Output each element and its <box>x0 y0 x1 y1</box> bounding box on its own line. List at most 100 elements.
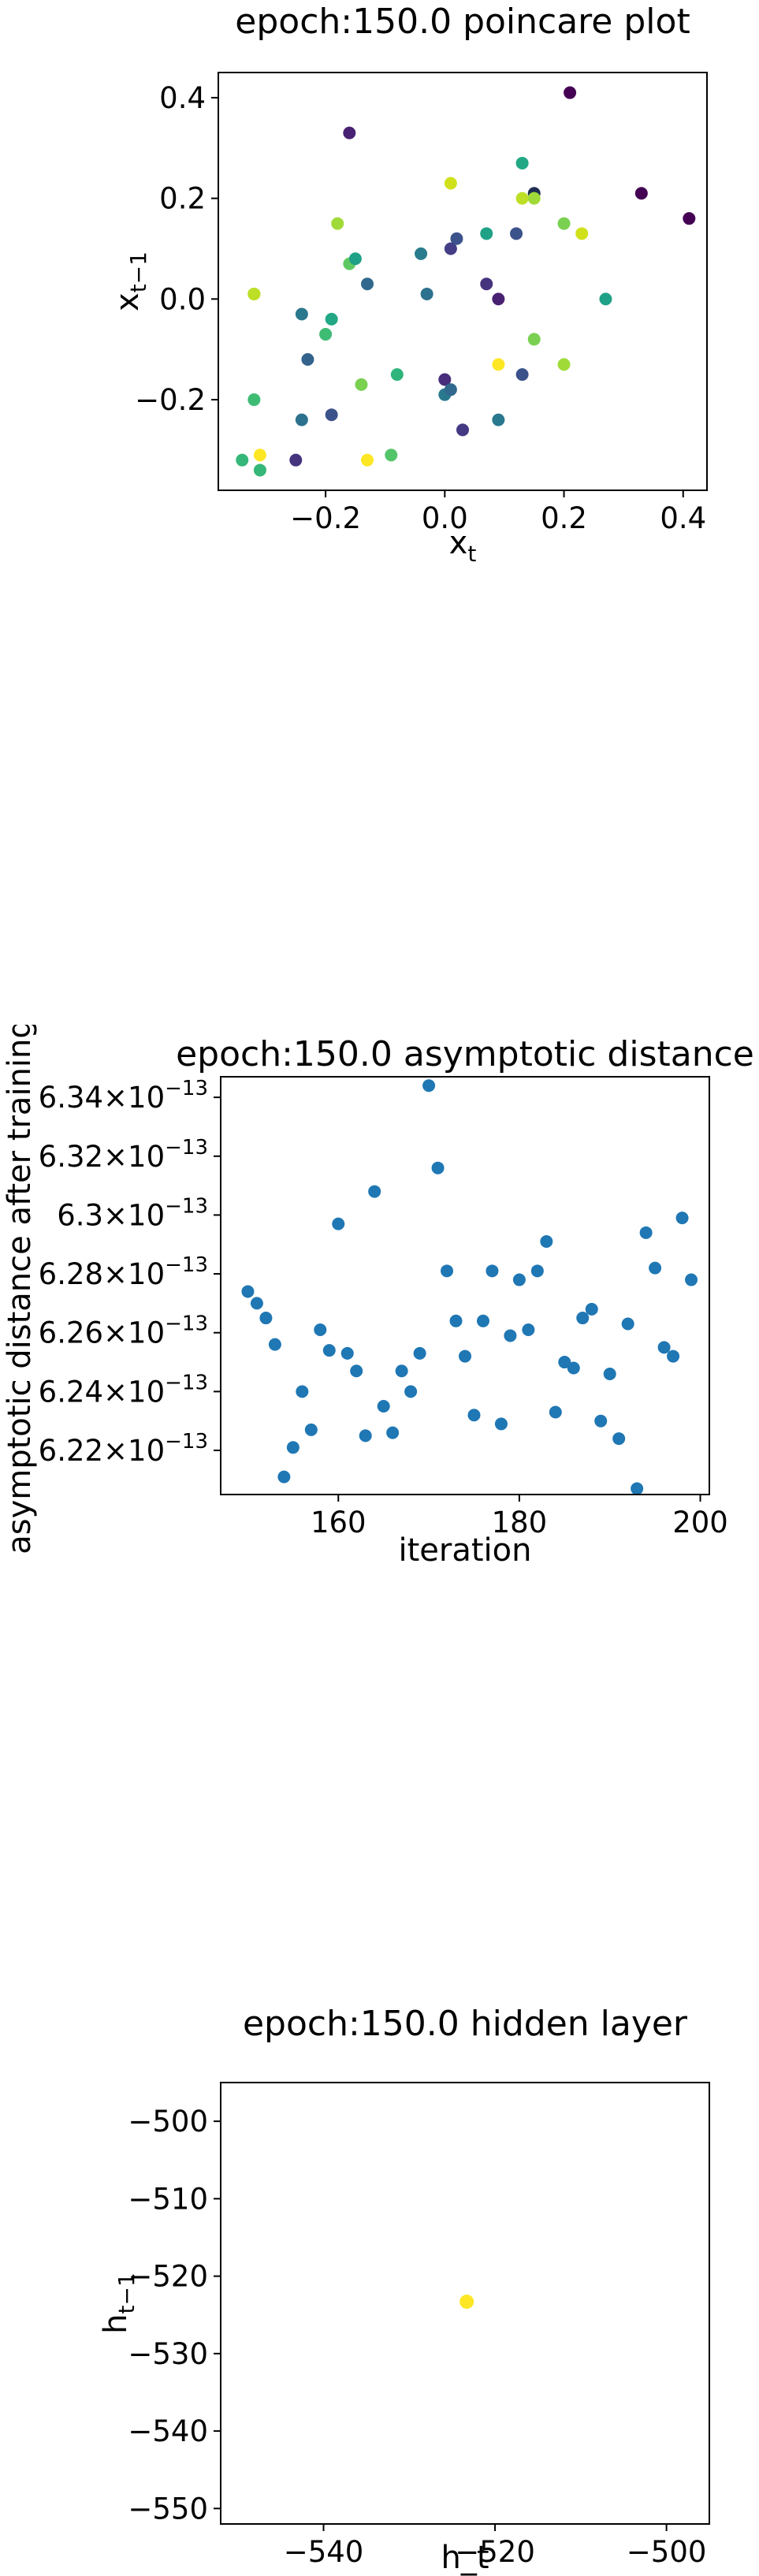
data-point <box>515 192 529 205</box>
data-point <box>431 1161 445 1174</box>
poincare-plot-chart: epoch:150.0 poincare plot −0.2 0.0 0.2 0.4 … <box>110 2 708 567</box>
data-point <box>331 217 344 230</box>
data-point <box>304 1423 318 1436</box>
data-points <box>241 1079 698 1495</box>
x-tick-label: −0.2 <box>290 501 361 535</box>
data-point <box>512 1273 526 1286</box>
plot-frame <box>220 2082 710 2525</box>
y-tick-label: 0.2 <box>159 182 206 216</box>
data-point <box>289 453 303 467</box>
chart-title: epoch:150.0 hidden layer <box>243 2004 688 2044</box>
x-tick-label: 0.4 <box>660 501 706 535</box>
data-point <box>486 1264 499 1278</box>
data-point <box>492 413 505 426</box>
data-point <box>685 1273 698 1286</box>
x-ticks: −540 −520 −500 <box>284 2524 706 2569</box>
data-point <box>459 1349 471 1363</box>
data-point <box>515 156 529 169</box>
y-tick-label: −540 <box>128 2414 208 2448</box>
data-point <box>480 227 493 240</box>
x-tick-label: 0.2 <box>541 501 587 535</box>
y-tick-label: 6.32×10−13 <box>39 1136 208 1174</box>
data-point <box>612 1432 626 1446</box>
data-point <box>456 423 469 437</box>
data-point <box>301 352 314 366</box>
data-point <box>286 1441 300 1454</box>
x-axis-label: h_t <box>441 2540 489 2576</box>
data-point <box>492 292 505 306</box>
y-tick-label: 6.26×10−13 <box>39 1312 208 1350</box>
y-ticks: −0.2 0.0 0.2 0.4 <box>135 81 218 417</box>
data-point <box>564 86 577 99</box>
data-point <box>492 358 505 371</box>
data-point <box>295 413 308 426</box>
data-point <box>348 252 362 266</box>
data-point <box>277 1470 291 1483</box>
data-point <box>340 1346 354 1360</box>
data-point <box>247 287 261 300</box>
y-tick-label: −520 <box>128 2260 208 2294</box>
data-point <box>319 328 333 341</box>
plot-frame <box>218 72 708 491</box>
data-point <box>236 453 249 467</box>
data-point <box>450 232 463 245</box>
data-points <box>236 86 696 477</box>
data-point <box>522 1323 535 1336</box>
data-point <box>415 247 428 260</box>
data-point <box>361 453 374 467</box>
data-point <box>599 292 612 306</box>
data-point <box>395 1364 408 1378</box>
data-point <box>241 1285 255 1298</box>
data-point <box>296 1385 309 1398</box>
data-point <box>325 312 338 326</box>
y-ticks: 6.22×10−13 6.24×10−13 6.26×10−13 6.28×10−13… <box>39 1077 221 1468</box>
data-point <box>557 358 571 371</box>
data-point <box>444 177 457 190</box>
data-point <box>603 1367 616 1380</box>
x-ticks: −0.2 0.0 0.2 0.4 <box>290 490 706 535</box>
y-axis-label: asymptotic distance after training <box>2 1025 38 1554</box>
y-tick-label: −530 <box>128 2337 208 2371</box>
data-point <box>438 373 452 386</box>
data-point <box>476 1314 489 1327</box>
data-point <box>504 1329 517 1342</box>
x-tick-label: 160 <box>311 1506 366 1539</box>
asymptotic-distance-chart: epoch:150.0 asymptotic distance 160 180 20… <box>2 1025 754 1569</box>
x-ticks: 160 180 200 <box>311 1495 728 1539</box>
data-point <box>268 1338 281 1351</box>
data-point <box>420 287 433 300</box>
x-tick-label: 180 <box>492 1506 548 1539</box>
y-axis-label: ht−1 <box>98 2273 140 2334</box>
data-point <box>649 1261 662 1275</box>
data-point <box>459 2295 474 2310</box>
data-point <box>422 1079 436 1093</box>
y-tick-label: −0.2 <box>135 383 206 417</box>
x-tick-label: −540 <box>284 2535 364 2569</box>
data-point <box>253 463 266 477</box>
data-point <box>444 383 457 396</box>
data-point <box>250 1297 263 1310</box>
data-point <box>295 307 308 321</box>
data-point <box>361 277 374 291</box>
data-point <box>557 217 571 230</box>
data-point <box>359 1429 372 1442</box>
data-point <box>683 212 696 225</box>
data-point <box>631 1482 644 1495</box>
y-tick-label: −550 <box>128 2492 208 2526</box>
data-point <box>322 1344 336 1357</box>
data-point <box>567 1361 580 1375</box>
data-point <box>675 1212 689 1225</box>
data-point <box>253 449 266 462</box>
data-point <box>467 1409 481 1422</box>
data-point <box>314 1323 327 1336</box>
data-point <box>444 242 457 255</box>
data-point <box>621 1317 634 1331</box>
data-point <box>576 1312 590 1325</box>
data-point <box>494 1417 508 1431</box>
data-point <box>259 1312 273 1325</box>
data-point <box>350 1364 363 1378</box>
data-point <box>368 1185 381 1198</box>
data-point <box>441 1264 454 1278</box>
data-point <box>386 1426 400 1439</box>
chart-title: epoch:150.0 poincare plot <box>235 2 690 42</box>
